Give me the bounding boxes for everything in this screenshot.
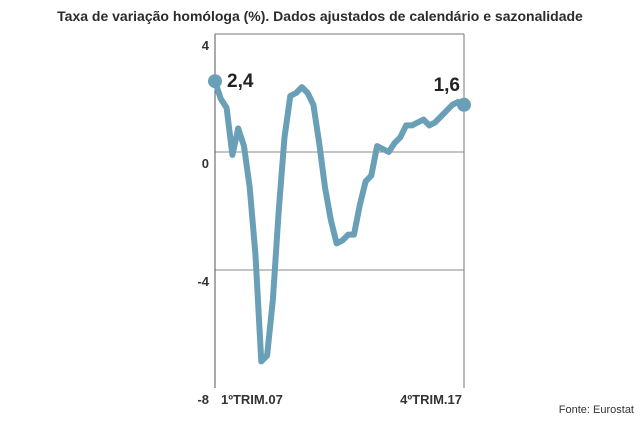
- y-tick-label: 0: [202, 156, 209, 171]
- y-tick-label: -8: [197, 392, 209, 407]
- series-line: [212, 78, 467, 365]
- y-tick-labels: 4 0 -4 -8: [197, 38, 209, 407]
- y-tick-label: -4: [197, 274, 209, 289]
- x-tick-labels: 1ºTRIM.07 4ºTRIM.17: [221, 392, 462, 407]
- data-point-marker: [457, 97, 471, 112]
- data-label: 2,4: [227, 71, 254, 92]
- data-labels: 2,4 1,6: [227, 71, 460, 96]
- data-label: 1,6: [434, 75, 460, 96]
- x-tick-label: 1ºTRIM.07: [221, 392, 283, 407]
- series-group: [208, 74, 471, 365]
- data-point-marker: [208, 74, 222, 89]
- x-tick-label: 4ºTRIM.17: [400, 392, 462, 407]
- source-note: Fonte: Eurostat: [558, 404, 634, 416]
- y-tick-label: 4: [202, 38, 210, 53]
- chart-title: Taxa de variação homóloga (%). Dados aju…: [57, 8, 583, 24]
- axes: [214, 33, 465, 388]
